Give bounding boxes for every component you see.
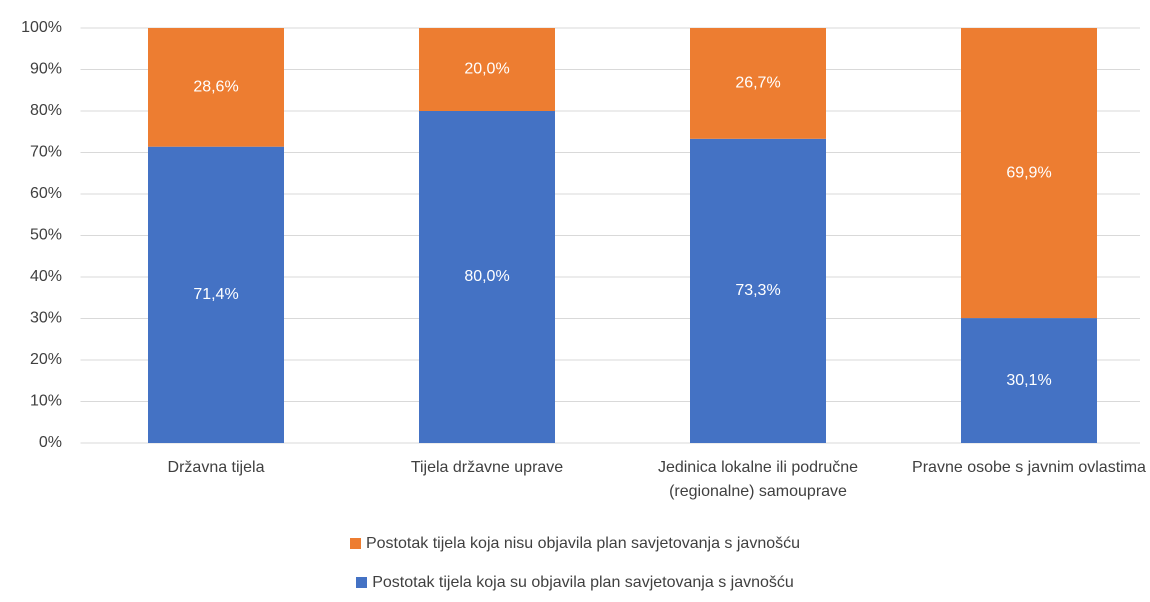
x-tick-label: Državna tijela (94, 456, 339, 480)
data-label: 30,1% (1006, 372, 1051, 389)
y-tick-label: 60% (30, 185, 62, 202)
data-label: 26,7% (735, 75, 780, 92)
y-tick-label: 50% (30, 227, 62, 244)
legend-swatch (356, 577, 367, 588)
data-label: 80,0% (464, 268, 509, 285)
y-tick-label: 0% (39, 434, 62, 451)
legend: Postotak tijela koja nisu objavila plan … (0, 524, 1150, 602)
legend-item: Postotak tijela koja su objavila plan sa… (356, 563, 794, 602)
y-tick-label: 100% (21, 19, 62, 36)
x-tick-label: Jedinica lokalne ili područne (regionaln… (636, 456, 881, 504)
legend-label: Postotak tijela koja su objavila plan sa… (372, 574, 794, 592)
y-tick-label: 30% (30, 310, 62, 327)
chart: 0% 10% 20% 30% 40% 50% 60% 70% 80% 90% 100% 71,4% 28… (0, 0, 1150, 586)
x-tick-label: Tijela državne uprave (365, 456, 610, 480)
data-label: 73,3% (735, 282, 780, 299)
data-label: 28,6% (193, 79, 238, 96)
data-label: 20,0% (464, 61, 509, 78)
legend-item: Postotak tijela koja nisu objavila plan … (350, 524, 800, 563)
x-tick-label: Pravne osobe s javnim ovlastima (907, 456, 1150, 480)
y-tick-label: 20% (30, 351, 62, 368)
data-label: 69,9% (1006, 164, 1051, 181)
y-tick-label: 70% (30, 144, 62, 161)
page: 0% 10% 20% 30% 40% 50% 60% 70% 80% 90% 100% 71,4% 28… (0, 0, 1150, 586)
y-tick-label: 40% (30, 268, 62, 285)
y-tick-label: 80% (30, 102, 62, 119)
y-tick-label: 10% (30, 393, 62, 410)
legend-swatch (350, 538, 361, 549)
data-label: 71,4% (193, 286, 238, 303)
legend-label: Postotak tijela koja nisu objavila plan … (366, 535, 800, 553)
y-tick-label: 90% (30, 61, 62, 78)
